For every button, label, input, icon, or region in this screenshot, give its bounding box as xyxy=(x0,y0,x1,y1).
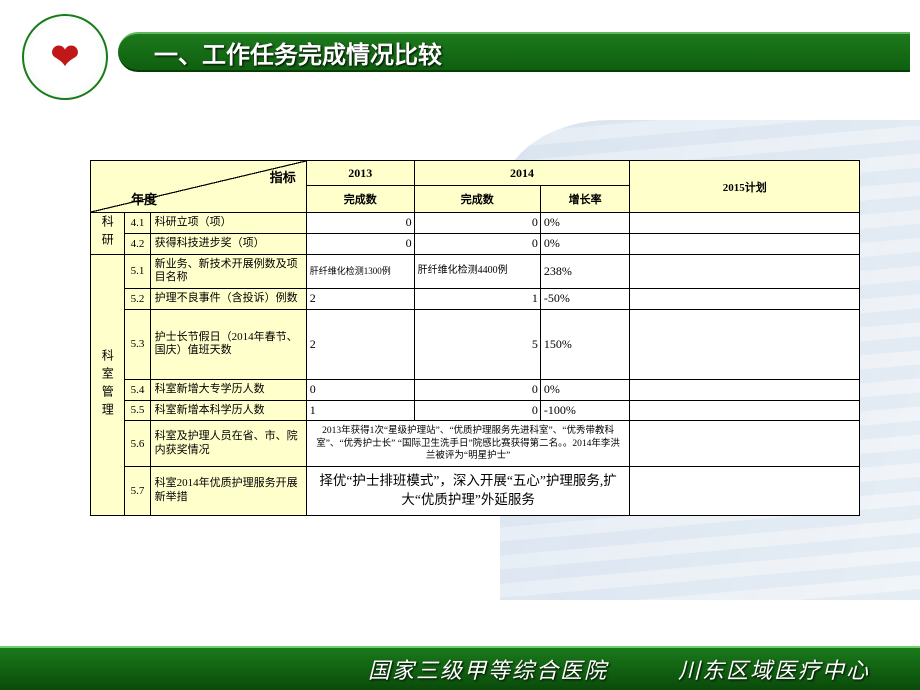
cell-plan xyxy=(630,379,860,400)
sub-rate: 增长率 xyxy=(540,186,630,213)
table-row: 5.5 科室新增本科学历人数 1 0 -100% xyxy=(91,400,860,421)
diag-label-bottom: 年度 xyxy=(131,189,157,208)
row-desc: 科研立项（项） xyxy=(150,213,306,234)
row-no: 5.4 xyxy=(125,379,150,400)
cell: 肝纤维化检测4400例 xyxy=(414,254,540,289)
diag-label-top: 指标 xyxy=(270,167,296,186)
table-row: 5.2 护理不良事件（含投诉）例数 2 1 -50% xyxy=(91,289,860,310)
header-diagonal: 指标 年度 xyxy=(91,161,307,213)
cell: 2 xyxy=(306,309,414,379)
cell: 0% xyxy=(540,213,630,234)
row-desc: 科室新增大专学历人数 xyxy=(150,379,306,400)
cell: 2 xyxy=(306,289,414,310)
cell: 5 xyxy=(414,309,540,379)
cell: -100% xyxy=(540,400,630,421)
cell: 0 xyxy=(306,233,414,254)
row-desc: 获得科技进步奖（项） xyxy=(150,233,306,254)
cell: 0 xyxy=(414,233,540,254)
cell: 0% xyxy=(540,233,630,254)
row-no: 4.2 xyxy=(125,233,150,254)
row-desc: 科室新增本科学历人数 xyxy=(150,400,306,421)
cell-plan xyxy=(630,289,860,310)
comparison-table: 指标 年度 2013 2014 2015计划 完成数 完成数 增长率 科研 4.… xyxy=(90,160,860,516)
cell-plan xyxy=(630,213,860,234)
row-no: 5.5 xyxy=(125,400,150,421)
cell: -50% xyxy=(540,289,630,310)
cell-plan xyxy=(630,233,860,254)
section-label-research: 科研 xyxy=(91,213,125,255)
cell-merged: 择优“护士排班模式”，深入开展“五心”护理服务,扩大“优质护理”外延服务 xyxy=(306,467,630,516)
cell: 1 xyxy=(414,289,540,310)
row-no: 5.7 xyxy=(125,467,150,516)
table-row: 4.2 获得科技进步奖（项） 0 0 0% xyxy=(91,233,860,254)
row-no: 5.3 xyxy=(125,309,150,379)
cell-plan xyxy=(630,400,860,421)
row-desc: 新业务、新技术开展例数及项目名称 xyxy=(150,254,306,289)
row-no: 5.6 xyxy=(125,421,150,467)
footer-right: 川东区域医疗中心 xyxy=(678,653,870,685)
cell: 150% xyxy=(540,309,630,379)
cell: 肝纤维化检测1300例 xyxy=(306,254,414,289)
hospital-logo: ❤ xyxy=(22,14,108,100)
cell: 238% xyxy=(540,254,630,289)
table-row: 5.4 科室新增大专学历人数 0 0 0% xyxy=(91,379,860,400)
heart-icon: ❤ xyxy=(51,37,80,77)
row-no: 5.1 xyxy=(125,254,150,289)
row-desc: 科室2014年优质护理服务开展新举措 xyxy=(150,467,306,516)
table-row: 5.3 护士长节假日（2014年春节、国庆）值班天数 2 5 150% xyxy=(91,309,860,379)
row-no: 5.2 xyxy=(125,289,150,310)
title-banner: 一、工作任务完成情况比较 xyxy=(118,32,910,72)
cell-plan xyxy=(630,254,860,289)
cell: 0 xyxy=(306,213,414,234)
footer-left: 国家三级甲等综合医院 xyxy=(368,653,608,685)
table-row: 5.6 科室及护理人员在省、市、院内获奖情况 2013年获得1次“星级护理站”、… xyxy=(91,421,860,467)
row-desc: 护士长节假日（2014年春节、国庆）值班天数 xyxy=(150,309,306,379)
table-row: 5.7 科室2014年优质护理服务开展新举措 择优“护士排班模式”，深入开展“五… xyxy=(91,467,860,516)
cell-merged: 2013年获得1次“星级护理站”、“优质护理服务先进科室”、“优秀带教科室”、“… xyxy=(306,421,630,467)
col-plan: 2015计划 xyxy=(630,161,860,213)
cell-plan xyxy=(630,467,860,516)
footer-banner: 国家三级甲等综合医院 川东区域医疗中心 xyxy=(0,646,920,690)
row-desc: 科室及护理人员在省、市、院内获奖情况 xyxy=(150,421,306,467)
sub-done-2013: 完成数 xyxy=(306,186,414,213)
table-row: 科研 4.1 科研立项（项） 0 0 0% xyxy=(91,213,860,234)
cell: 0 xyxy=(414,400,540,421)
cell: 0 xyxy=(414,213,540,234)
cell-plan xyxy=(630,421,860,467)
col-2014: 2014 xyxy=(414,161,630,186)
cell: 0% xyxy=(540,379,630,400)
cell-plan xyxy=(630,309,860,379)
section-label-dept: 科室管理 xyxy=(91,254,125,516)
table-row: 科室管理 5.1 新业务、新技术开展例数及项目名称 肝纤维化检测1300例 肝纤… xyxy=(91,254,860,289)
page-title: 一、工作任务完成情况比较 xyxy=(154,35,442,70)
col-2013: 2013 xyxy=(306,161,414,186)
row-no: 4.1 xyxy=(125,213,150,234)
cell: 1 xyxy=(306,400,414,421)
row-desc: 护理不良事件（含投诉）例数 xyxy=(150,289,306,310)
cell: 0 xyxy=(306,379,414,400)
sub-done-2014: 完成数 xyxy=(414,186,540,213)
cell: 0 xyxy=(414,379,540,400)
